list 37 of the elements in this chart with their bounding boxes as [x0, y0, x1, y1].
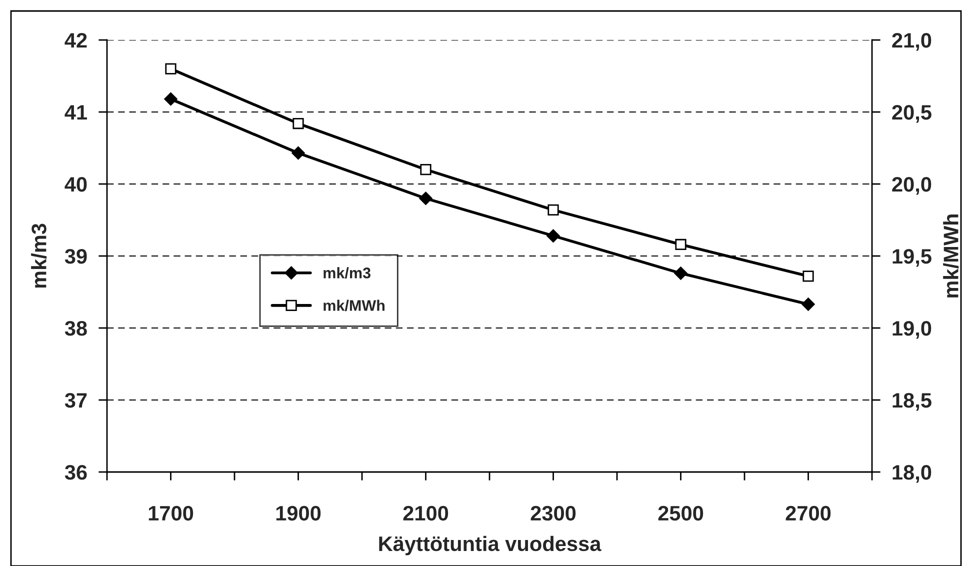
point [420, 164, 432, 176]
y-tick-label: 41 [64, 105, 87, 120]
point [674, 266, 688, 280]
point [165, 63, 176, 74]
point [419, 192, 432, 205]
y-tick-label: 37 [64, 393, 87, 408]
y2-tick-label: 18,0 [892, 465, 932, 483]
point [164, 92, 178, 106]
point [292, 146, 305, 160]
x-tick-label: 2500 [658, 506, 704, 521]
point [802, 298, 815, 311]
y-tick-label: 40 [64, 177, 87, 192]
y2-tick-label: 20,5 [892, 105, 932, 123]
point [546, 229, 560, 242]
y-tick-label: 38 [64, 321, 87, 336]
y2-axis-title: mk/MWh [943, 214, 959, 298]
legend-label: mk/m3 [324, 267, 370, 279]
x-tick-label: 2100 [403, 506, 448, 521]
y-tick-label: 39 [64, 249, 87, 264]
point [675, 238, 686, 250]
point [802, 270, 814, 282]
legend-label: mk/MWh [324, 300, 384, 312]
x-tick-label: 2700 [786, 506, 831, 521]
y2-tick-label: 19,0 [892, 321, 932, 339]
x-axis-title: Käyttötuntia vuodessa [379, 536, 602, 556]
y-tick-label: 36 [64, 465, 87, 480]
y2-tick-label: 21,0 [892, 33, 932, 51]
x-tick-label: 1700 [148, 506, 194, 521]
point [548, 204, 559, 216]
y2-tick-label: 20,0 [892, 177, 932, 195]
y2-tick-label: 18,5 [892, 393, 932, 411]
y2-tick-label: 19,5 [892, 249, 932, 267]
y-tick-label: 42 [64, 33, 87, 48]
y-axis-title: mk/m3 [31, 224, 47, 288]
x-tick-label: 2300 [530, 506, 576, 521]
point [292, 118, 304, 130]
x-tick-label: 1900 [276, 506, 321, 521]
